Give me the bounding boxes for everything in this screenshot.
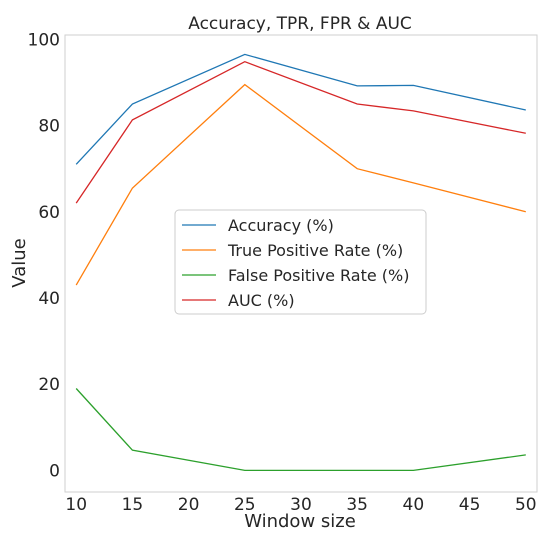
series-line xyxy=(75,53,526,165)
series-lines xyxy=(75,53,526,472)
x-axis-ticks: 10 15 20 25 30 35 40 45 50 xyxy=(65,495,536,515)
series-line xyxy=(75,83,526,286)
y-axis-label: Value xyxy=(9,238,30,287)
y-tick-label: 20 xyxy=(38,375,60,395)
y-tick-label: 80 xyxy=(38,117,60,137)
legend-entry: AUC (%) xyxy=(228,291,295,310)
x-tick-label: 10 xyxy=(65,495,87,515)
x-tick-label: 30 xyxy=(290,495,312,515)
y-tick-label: 60 xyxy=(38,203,60,223)
plot-frame xyxy=(64,34,538,493)
series-line xyxy=(75,388,526,472)
x-tick-label: 15 xyxy=(122,495,144,515)
x-tick-label: 35 xyxy=(346,495,368,515)
y-tick-label: 40 xyxy=(38,289,60,309)
chart-legend: Accuracy (%) True Positive Rate (%) False … xyxy=(174,209,427,315)
y-tick-label: 100 xyxy=(28,30,60,50)
y-axis-ticks: 0 20 40 60 80 100 xyxy=(28,30,60,481)
legend-entry: Accuracy (%) xyxy=(228,216,334,235)
chart-title: Accuracy, TPR, FPR & AUC xyxy=(188,14,412,34)
legend-entry: True Positive Rate (%) xyxy=(227,241,403,260)
series-line xyxy=(75,60,526,204)
x-tick-label: 25 xyxy=(234,495,256,515)
x-tick-label: 50 xyxy=(515,495,537,515)
x-axis-label: Window size xyxy=(244,511,356,532)
x-tick-label: 45 xyxy=(459,495,481,515)
x-tick-label: 20 xyxy=(178,495,200,515)
y-tick-label: 0 xyxy=(49,461,60,481)
x-tick-label: 40 xyxy=(403,495,425,515)
legend-box xyxy=(174,209,427,315)
legend-entry: False Positive Rate (%) xyxy=(228,266,409,285)
